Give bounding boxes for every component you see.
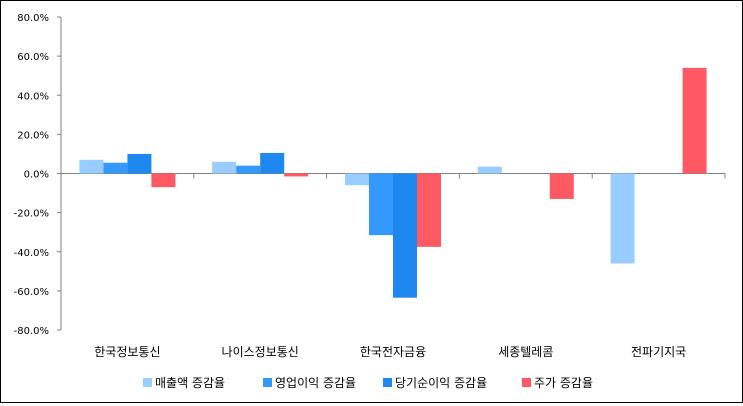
x-axis-labels: 한국정보통신 나이스정보통신 한국전자금융 세종텔레콤 전파기지국	[94, 345, 686, 359]
y-tick-label: 20.0%	[17, 130, 49, 141]
bar	[393, 173, 417, 298]
y-tick-label: 60.0%	[17, 52, 49, 63]
y-tick-label: 80.0%	[17, 13, 49, 24]
y-tick-label: 40.0%	[17, 91, 49, 102]
bar	[127, 153, 152, 174]
y-axis-labels: 80.0% 60.0% 40.0% 20.0% 0.0% -20.0% -40.0% -60.…	[14, 13, 49, 337]
bar	[682, 67, 707, 174]
bars	[79, 67, 707, 298]
x-tick-label: 세종텔레콤	[498, 345, 553, 359]
bar	[477, 166, 502, 174]
bar	[417, 173, 441, 247]
legend-label: 당기순이익 증감율	[395, 376, 487, 390]
bar	[549, 173, 574, 199]
bar	[610, 173, 635, 264]
legend-label: 영업이익 증감율	[275, 376, 356, 390]
x-tick-label: 나이스정보통신	[222, 345, 299, 359]
bar	[284, 173, 309, 177]
y-tick-label: -20.0%	[14, 209, 49, 220]
x-tick-label: 한국전자금융	[360, 345, 426, 359]
legend: 매출액 증감율 영업이익 증감율 당기순이익 증감율 주가 증감율	[143, 376, 593, 390]
legend-swatch	[263, 378, 272, 387]
bar	[212, 161, 237, 174]
bar	[345, 173, 369, 186]
bar	[369, 173, 393, 236]
legend-swatch	[143, 378, 152, 387]
bar	[103, 162, 128, 174]
bar	[151, 173, 176, 188]
bar	[79, 159, 104, 174]
y-tick-label: -60.0%	[14, 287, 49, 298]
y-tick-label: -40.0%	[14, 248, 49, 259]
bar	[236, 165, 261, 174]
legend-swatch	[522, 378, 531, 387]
x-tick-label: 전파기지국	[631, 345, 686, 359]
y-tick-label: 0.0%	[24, 170, 49, 181]
bar	[260, 152, 285, 174]
x-tick-label: 한국정보통신	[94, 345, 160, 359]
legend-label: 주가 증감율	[534, 376, 593, 390]
legend-label: 매출액 증감율	[155, 376, 225, 390]
y-tick-label: -80.0%	[14, 326, 49, 337]
legend-swatch	[383, 378, 392, 387]
